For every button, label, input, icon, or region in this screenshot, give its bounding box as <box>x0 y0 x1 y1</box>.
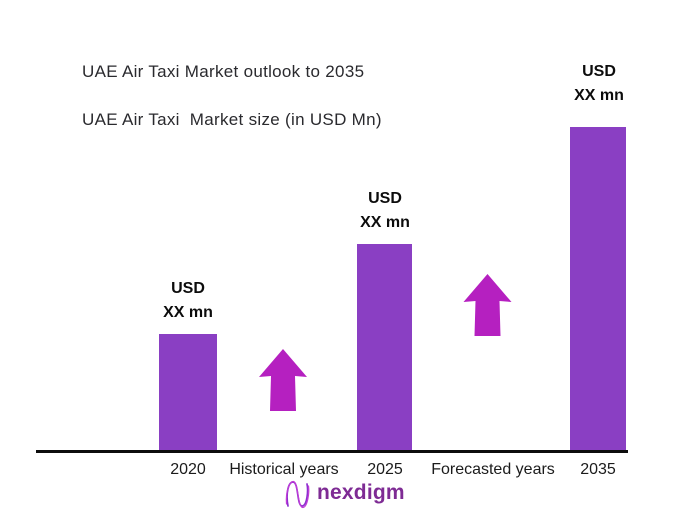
up-arrow-icon <box>259 349 307 416</box>
annotation-forecasted-years: Forecasted years <box>431 461 555 478</box>
bar-value-label-line1: USD <box>171 280 205 297</box>
bar-value-label-line1: USD <box>582 63 616 80</box>
bar-value-label-line2: XX mn <box>163 304 213 321</box>
bar-2025 <box>357 244 412 452</box>
x-tick-2035: 2035 <box>580 461 616 478</box>
x-axis-line <box>36 450 628 453</box>
bar-value-label-line1: USD <box>368 190 402 207</box>
bar-2035 <box>570 127 626 452</box>
chart-title: UAE Air Taxi Market outlook to 2035 <box>82 62 365 81</box>
bar-value-label-line2: XX mn <box>360 214 410 231</box>
annotation-historical-years: Historical years <box>229 461 339 478</box>
nexdigm-logo: nexdigm <box>284 479 405 513</box>
x-tick-2020: 2020 <box>170 461 206 478</box>
bar-value-label-2020: USD XX mn <box>136 277 240 325</box>
nexdigm-logo-icon <box>285 480 310 509</box>
bar-value-label-2035: USD XX mn <box>547 60 651 108</box>
bar-2020 <box>159 334 217 452</box>
chart-subtitle: UAE Air Taxi Market size (in USD Mn) <box>82 110 382 129</box>
up-arrow-icon <box>463 274 512 341</box>
bar-value-label-line2: XX mn <box>574 87 624 104</box>
x-tick-2025: 2025 <box>367 461 403 478</box>
bar-value-label-2025: USD XX mn <box>333 187 437 235</box>
nexdigm-logo-text: nexdigm <box>317 481 405 504</box>
